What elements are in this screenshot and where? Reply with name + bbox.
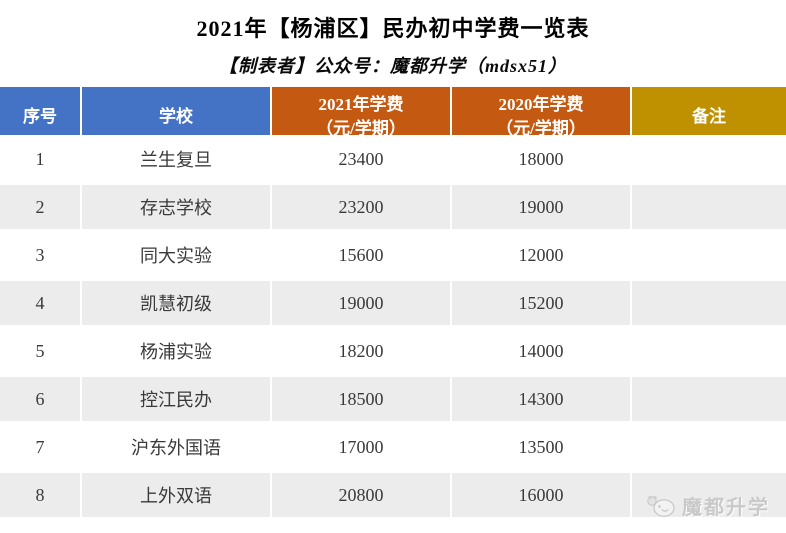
table-cell-fee-2021: 17000 — [272, 423, 450, 471]
column-header-fee-2021-line2: （元/学期） — [316, 119, 406, 138]
table-cell-remark — [632, 327, 786, 375]
modu-shengxue-logo-icon — [646, 494, 676, 518]
table-cell-fee-2020: 19000 — [452, 183, 630, 231]
table-cell-school: 同大实验 — [82, 231, 270, 279]
table-cell-index: 6 — [0, 375, 80, 423]
tuition-table: 序号 学校 2021年学费 （元/学期） 2020年学费 （元/学期） 备注 1… — [0, 87, 786, 519]
table-cell-index: 4 — [0, 279, 80, 327]
table-cell-school: 沪东外国语 — [82, 423, 270, 471]
table-cell-remark — [632, 183, 786, 231]
column-header-index-label: 序号 — [23, 107, 57, 127]
table-cell-remark — [632, 279, 786, 327]
table-cell-school: 杨浦实验 — [82, 327, 270, 375]
page-title: 2021年【杨浦区】民办初中学费一览表 — [196, 16, 590, 41]
table-cell-fee-2021: 18200 — [272, 327, 450, 375]
table-cell-fee-2020: 14300 — [452, 375, 630, 423]
column-header-fee-2021-line1: 2021年学费 — [318, 95, 404, 115]
table-cell-fee-2021: 18500 — [272, 375, 450, 423]
table-cell-school: 上外双语 — [82, 471, 270, 519]
table-cell-fee-2021: 23200 — [272, 183, 450, 231]
table-cell-index: 3 — [0, 231, 80, 279]
column-header-school-label: 学校 — [159, 107, 193, 127]
table-cell-fee-2020: 16000 — [452, 471, 630, 519]
table-cell-school: 兰生复旦 — [82, 135, 270, 183]
table-cell-school: 存志学校 — [82, 183, 270, 231]
table-cell-fee-2020: 18000 — [452, 135, 630, 183]
table-cell-fee-2021: 20800 — [272, 471, 450, 519]
table-cell-fee-2020: 13500 — [452, 423, 630, 471]
table-cell-index: 8 — [0, 471, 80, 519]
column-header-fee-2020-line2: （元/学期） — [496, 119, 586, 138]
table-cell-index: 7 — [0, 423, 80, 471]
table-cell-remark — [632, 423, 786, 471]
table-cell-remark — [632, 135, 786, 183]
table-cell-index: 5 — [0, 327, 80, 375]
table-cell-fee-2021: 15600 — [272, 231, 450, 279]
watermark: 魔都升学 — [646, 491, 770, 520]
table-cell-school: 凯慧初级 — [82, 279, 270, 327]
table-cell-school: 控江民办 — [82, 375, 270, 423]
table-cell-remark — [632, 375, 786, 423]
table-cell-remark — [632, 231, 786, 279]
table-cell-fee-2021: 23400 — [272, 135, 450, 183]
watermark-label: 魔都升学 — [682, 497, 770, 519]
table-cell-fee-2021: 19000 — [272, 279, 450, 327]
page-subtitle: 【制表者】公众号：魔都升学（mdsx51） — [218, 56, 567, 76]
column-header-remark-label: 备注 — [692, 107, 726, 127]
table-cell-index: 2 — [0, 183, 80, 231]
table-cell-index: 1 — [0, 135, 80, 183]
column-header-fee-2020-line1: 2020年学费 — [498, 95, 584, 115]
table-cell-fee-2020: 15200 — [452, 279, 630, 327]
table-cell-fee-2020: 12000 — [452, 231, 630, 279]
table-cell-fee-2020: 14000 — [452, 327, 630, 375]
